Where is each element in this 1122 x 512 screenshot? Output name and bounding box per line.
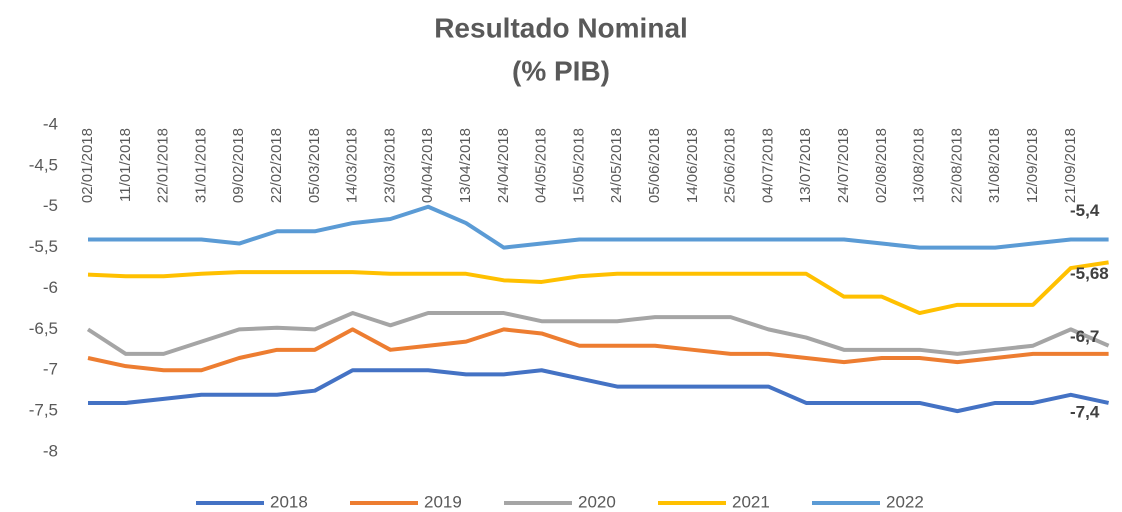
x-tick-label: 24/05/2018: [608, 128, 625, 203]
x-tick-label: 14/06/2018: [684, 128, 701, 203]
x-tick-label: 25/06/2018: [722, 128, 739, 203]
data-label: -6,7: [1070, 327, 1099, 346]
x-tick-label: 04/04/2018: [419, 128, 436, 203]
x-tick-label: 02/08/2018: [873, 128, 890, 203]
x-tick-label: 11/01/2018: [117, 128, 134, 202]
y-tick-label: -4,5: [29, 155, 58, 174]
y-tick-label: -5,5: [29, 237, 58, 256]
x-tick-label: 22/01/2018: [155, 128, 172, 203]
y-tick-label: -6,5: [29, 319, 58, 338]
series-line: [88, 204, 1109, 250]
y-tick-label: -8: [43, 441, 58, 460]
x-tick-label: 21/09/2018: [1062, 128, 1079, 203]
legend-label: 2019: [424, 492, 462, 511]
x-tick-label: 22/02/2018: [268, 128, 285, 203]
legend-label: 2020: [578, 492, 616, 511]
x-tick-label: 13/07/2018: [797, 128, 814, 203]
x-tick-label: 13/08/2018: [911, 128, 928, 203]
y-tick-label: -6: [43, 278, 58, 297]
x-tick-label: 05/03/2018: [306, 128, 323, 203]
data-label: -5,68: [1070, 264, 1109, 283]
legend-label: 2022: [886, 492, 924, 511]
x-tick-label: 31/08/2018: [986, 128, 1003, 203]
legend-label: 2018: [270, 492, 308, 511]
x-tick-label: 15/05/2018: [570, 128, 587, 203]
x-tick-label: 02/01/2018: [79, 128, 96, 203]
y-tick-label: -7,5: [29, 401, 58, 420]
x-tick-label: 22/08/2018: [948, 128, 965, 203]
series-line: [86, 311, 1110, 356]
y-tick-label: -4: [43, 114, 58, 133]
x-tick-label: 23/03/2018: [381, 128, 398, 203]
x-tick-label: 24/04/2018: [495, 128, 512, 203]
x-tick-label: 14/03/2018: [344, 128, 361, 203]
chart-title: Resultado Nominal: [434, 12, 688, 43]
x-tick-label: 24/07/2018: [835, 128, 852, 203]
x-tick-label: 31/01/2018: [192, 128, 209, 203]
y-tick-label: -5: [43, 196, 58, 215]
data-label: -5,4: [1070, 201, 1100, 220]
x-tick-label: 04/05/2018: [533, 128, 550, 203]
x-tick-label: 13/04/2018: [457, 128, 474, 203]
series-line: [87, 260, 1109, 316]
series-line: [87, 327, 1109, 373]
x-tick-label: 04/07/2018: [759, 128, 776, 203]
legend-label: 2021: [732, 492, 770, 511]
data-label: -7,4: [1070, 402, 1100, 421]
chart-title: (% PIB): [512, 55, 610, 86]
x-tick-label: 12/09/2018: [1024, 128, 1041, 203]
y-tick-label: -7: [43, 360, 58, 379]
x-tick-label: 05/06/2018: [646, 128, 663, 203]
x-tick-label: 09/02/2018: [230, 128, 247, 203]
series-line: [88, 368, 1110, 414]
